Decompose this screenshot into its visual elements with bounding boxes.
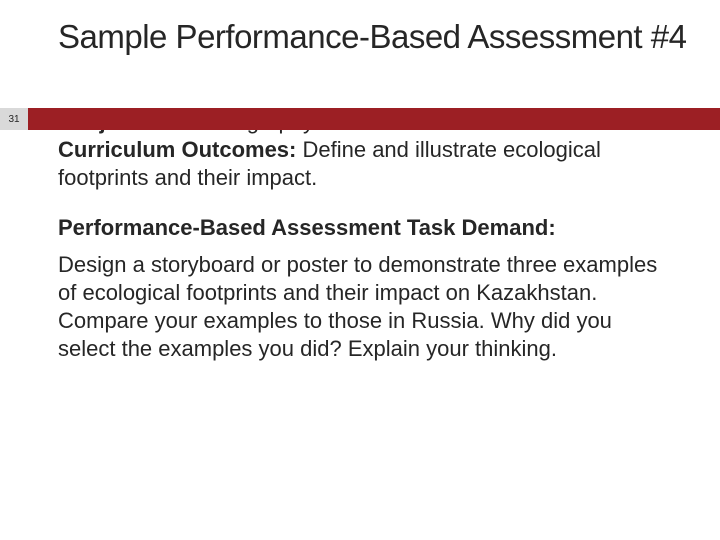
slide: Sample Performance-Based Assessment #4 3… bbox=[0, 0, 720, 540]
page-number-badge: 31 bbox=[0, 108, 28, 130]
page-number: 31 bbox=[8, 114, 19, 125]
accent-bar bbox=[0, 108, 720, 130]
task-demand-body: Design a storyboard or poster to demonst… bbox=[58, 251, 662, 364]
curriculum-outcomes-line: Curriculum Outcomes: Define and illustra… bbox=[58, 136, 662, 192]
curriculum-outcomes-label: Curriculum Outcomes: bbox=[58, 137, 296, 162]
title-area: Sample Performance-Based Assessment #4 bbox=[0, 0, 720, 56]
slide-title: Sample Performance-Based Assessment #4 bbox=[58, 18, 720, 56]
task-demand-label: Performance-Based Assessment Task Demand… bbox=[58, 215, 556, 240]
task-demand-heading: Performance-Based Assessment Task Demand… bbox=[58, 214, 662, 242]
